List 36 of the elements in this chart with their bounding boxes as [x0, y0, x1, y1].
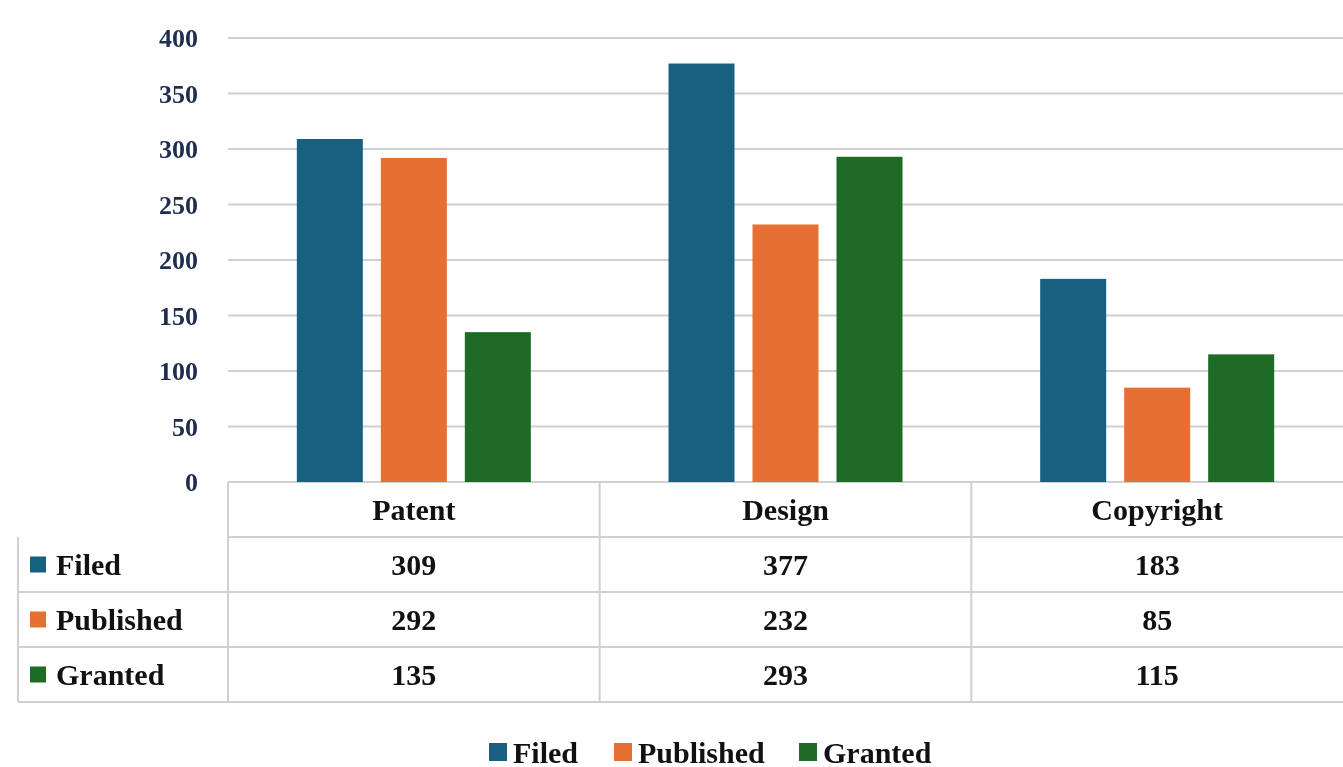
y-tick-label: 100 [159, 357, 198, 387]
legend-label: Granted [823, 735, 932, 767]
y-tick-label: 300 [159, 135, 198, 165]
data-label: 293 [763, 658, 808, 691]
x-tick-label: Patent [372, 493, 456, 526]
bar [464, 332, 531, 482]
y-tick-label: 250 [159, 190, 198, 220]
text: Granted [56, 658, 165, 691]
data-label: 377 [763, 548, 808, 581]
y-tick-label: 0 [185, 468, 198, 498]
data-label: 115 [1135, 658, 1179, 691]
bar [752, 224, 819, 482]
text: Filed [513, 735, 578, 767]
bar [1124, 387, 1191, 482]
text: Published [638, 735, 765, 767]
data-label: 232 [763, 603, 808, 636]
x-tick-label: Design [742, 493, 830, 526]
bar [1040, 278, 1107, 482]
x-tick-label: Copyright [1091, 493, 1224, 526]
y-tick-label: 50 [172, 412, 198, 442]
legend-label: Published [56, 603, 184, 636]
y-tick-label: 350 [159, 79, 198, 109]
y-tick-label: 150 [159, 301, 198, 331]
bar [836, 156, 903, 482]
data-label: 183 [1134, 548, 1180, 581]
y-tick-label: 400 [159, 24, 198, 54]
data-label: 309 [391, 548, 437, 581]
bar [668, 63, 735, 482]
y-tick-label: 200 [159, 246, 198, 276]
bar [1208, 354, 1275, 482]
data-label: 135 [391, 658, 437, 691]
legend-label: Filed [56, 548, 122, 581]
data-label: 292 [391, 603, 437, 636]
bar [296, 139, 363, 482]
data-label: 85 [1142, 603, 1173, 636]
bar [380, 157, 447, 482]
